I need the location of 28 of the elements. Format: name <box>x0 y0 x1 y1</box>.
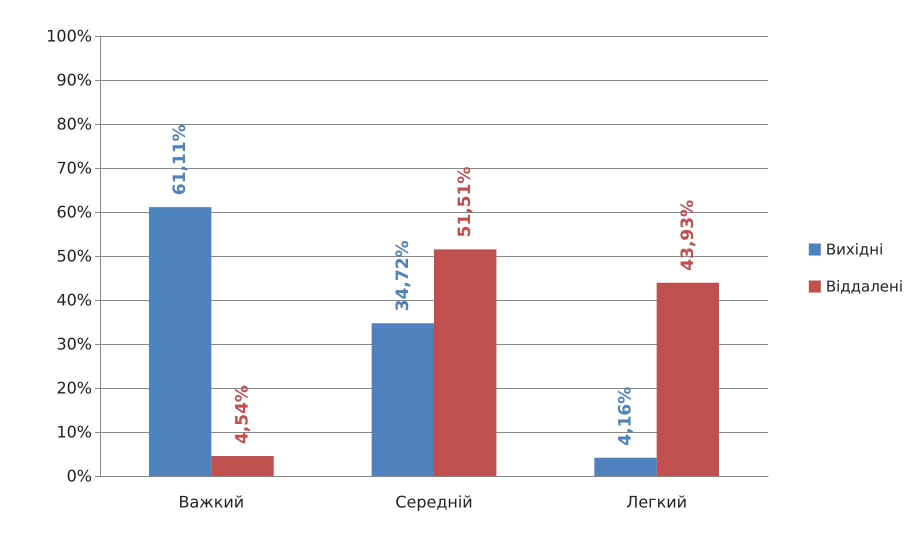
y-tick-label: 10% <box>56 422 92 442</box>
data-label: 61,11% <box>170 124 190 196</box>
bar <box>434 249 496 476</box>
bar <box>372 323 434 476</box>
y-tick-label: 0% <box>66 466 92 486</box>
y-tick-label: 80% <box>56 114 92 134</box>
data-label: 43,93% <box>678 200 698 271</box>
legend-label: Віддалені <box>826 278 904 296</box>
y-tick-label: 30% <box>56 334 92 354</box>
y-tick-label: 100% <box>46 26 92 46</box>
y-tick-label: 70% <box>56 158 92 178</box>
y-tick-label: 60% <box>56 202 92 222</box>
data-label: 4,16% <box>615 386 636 446</box>
x-tick-label: Середній <box>395 492 473 512</box>
data-label: 4,54% <box>232 385 253 444</box>
x-tick-label: Легкий <box>626 492 688 512</box>
data-label: 34,72% <box>392 240 413 312</box>
y-tick-label: 90% <box>56 70 92 90</box>
bar <box>594 458 657 476</box>
bar <box>148 207 212 476</box>
bar <box>211 456 274 476</box>
y-tick-label: 20% <box>56 378 92 398</box>
bar <box>656 282 720 476</box>
x-tick-label: Важкий <box>178 492 244 512</box>
data-label: 51,51% <box>455 166 476 238</box>
y-tick-label: 40% <box>56 290 92 310</box>
y-tick-label: 50% <box>56 246 92 266</box>
legend-label: Вихідні <box>826 240 884 258</box>
